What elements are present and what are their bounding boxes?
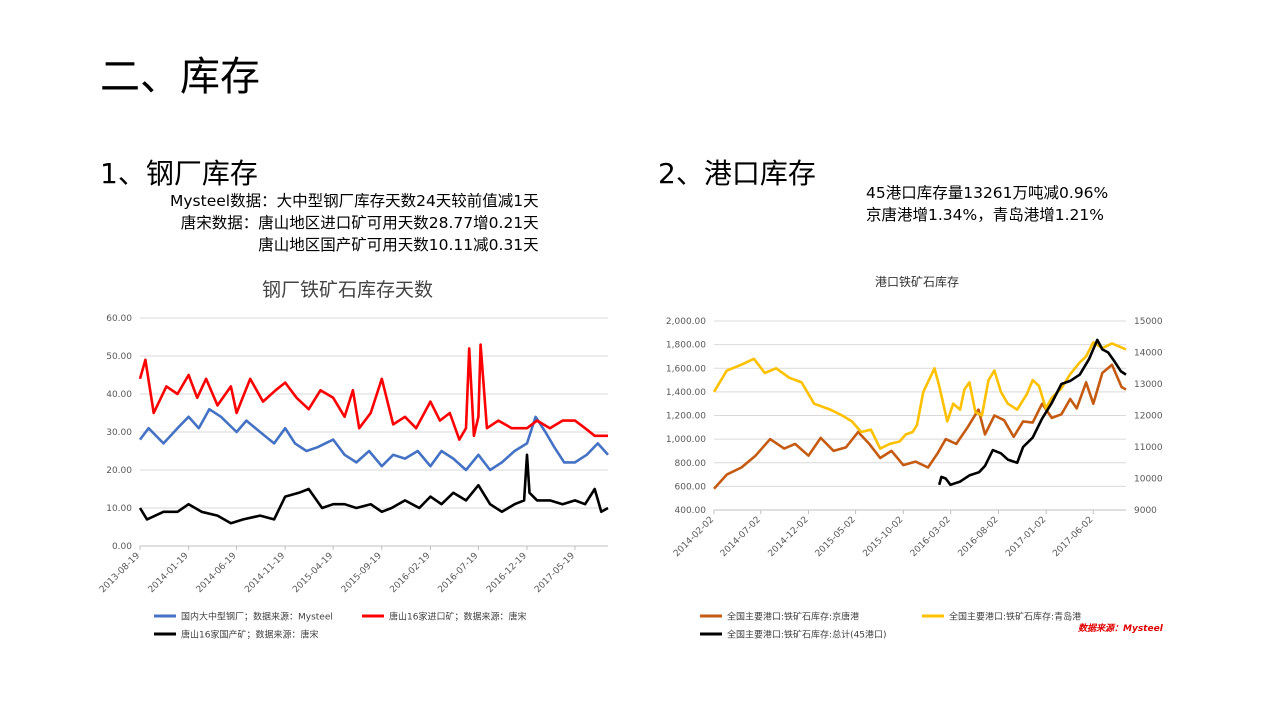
y-tick-label: 400.00 <box>675 506 707 516</box>
page-title: 二、库存 <box>100 54 260 100</box>
y2-tick-label: 13000 <box>1134 380 1163 390</box>
y2-tick-label: 9000 <box>1134 506 1157 516</box>
y-tick-label: 0.00 <box>112 542 132 552</box>
y-tick-label: 1,200.00 <box>666 412 706 422</box>
note-mysteel: Mysteel数据：大中型钢厂库存天数24天较前值减1天 <box>170 192 539 210</box>
y-tick-label: 60.00 <box>106 314 132 324</box>
note-port-total: 45港口库存量13261万吨减0.96% <box>866 184 1109 202</box>
y-tick-label: 1,600.00 <box>666 364 706 374</box>
chart2-title: 港口铁矿石库存 <box>875 275 960 289</box>
series-line-3 <box>138 453 609 525</box>
y-tick-label: 1,000.00 <box>666 435 706 445</box>
y2-tick-label: 11000 <box>1134 443 1163 453</box>
y-tick-label: 40.00 <box>106 390 132 400</box>
x-tick-label: 2015-05-02 <box>814 515 858 559</box>
steel-mill-notes: Mysteel数据：大中型钢厂库存天数24天较前值减1天 唐宋数据：唐山地区进口… <box>170 190 539 256</box>
x-tick-label: 2015-10-02 <box>861 515 905 559</box>
section-heading-steel-mill: 1、钢厂库存 <box>100 157 258 190</box>
legend-label-2: 唐山16家进口矿；数据来源：唐宋 <box>389 611 526 623</box>
y2-tick-label: 15000 <box>1134 317 1163 327</box>
series-line-2 <box>712 340 1127 450</box>
x-tick-label: 2017-06-02 <box>1051 515 1095 559</box>
y-tick-label: 1,800.00 <box>666 341 706 351</box>
port-notes: 45港口库存量13261万吨减0.96% 京唐港增1.34%，青岛港增1.21% <box>866 182 1108 226</box>
note-tangsong-import: 唐宋数据：唐山地区进口矿可用天数28.77增0.21天 <box>180 214 539 232</box>
chart1-title: 钢厂铁矿石库存天数 <box>262 279 434 301</box>
section-heading-port: 2、港口库存 <box>658 157 816 190</box>
x-tick-label: 2014-02-02 <box>672 515 716 559</box>
note-port-change: 京唐港增1.34%，青岛港增1.21% <box>866 206 1104 224</box>
legend-label-1: 全国主要港口:铁矿石库存:京唐港 <box>727 611 859 623</box>
y-tick-label: 600.00 <box>675 482 707 492</box>
x-tick-label: 2017-01-02 <box>1004 515 1048 559</box>
y-tick-label: 2,000.00 <box>666 317 706 327</box>
y2-tick-label: 10000 <box>1134 475 1163 485</box>
series-line-3 <box>937 338 1127 487</box>
note-tangsong-domestic: 唐山地区国产矿可用天数10.11减0.31天 <box>258 236 539 254</box>
y-tick-label: 20.00 <box>106 466 132 476</box>
y-tick-label: 800.00 <box>675 459 707 469</box>
x-tick-label: 2016-08-02 <box>956 515 1000 559</box>
legend-label-1: 国内大中型钢厂；数据来源：Mysteel <box>181 611 333 623</box>
y-tick-label: 30.00 <box>106 428 132 438</box>
y2-tick-label: 12000 <box>1134 412 1163 422</box>
y-tick-label: 50.00 <box>106 352 132 362</box>
series-line-2 <box>138 343 608 441</box>
x-tick-label: 2014-12-02 <box>767 515 811 559</box>
x-tick-label: 2014-07-02 <box>719 515 763 559</box>
x-tick-label: 2016-03-02 <box>909 515 953 559</box>
series-line-1 <box>713 363 1127 490</box>
legend-label-2: 全国主要港口:铁矿石库存:青岛港 <box>949 611 1081 623</box>
y-tick-label: 10.00 <box>106 504 132 514</box>
y2-tick-label: 14000 <box>1134 349 1163 359</box>
y-tick-label: 1,400.00 <box>666 388 706 398</box>
legend-label-3: 唐山16家国产矿；数据来源：唐宋 <box>181 629 318 641</box>
source-credit: 数据来源：Mysteel <box>1078 624 1163 634</box>
legend-label-3: 全国主要港口:铁矿石库存:总计(45港口) <box>727 629 887 641</box>
